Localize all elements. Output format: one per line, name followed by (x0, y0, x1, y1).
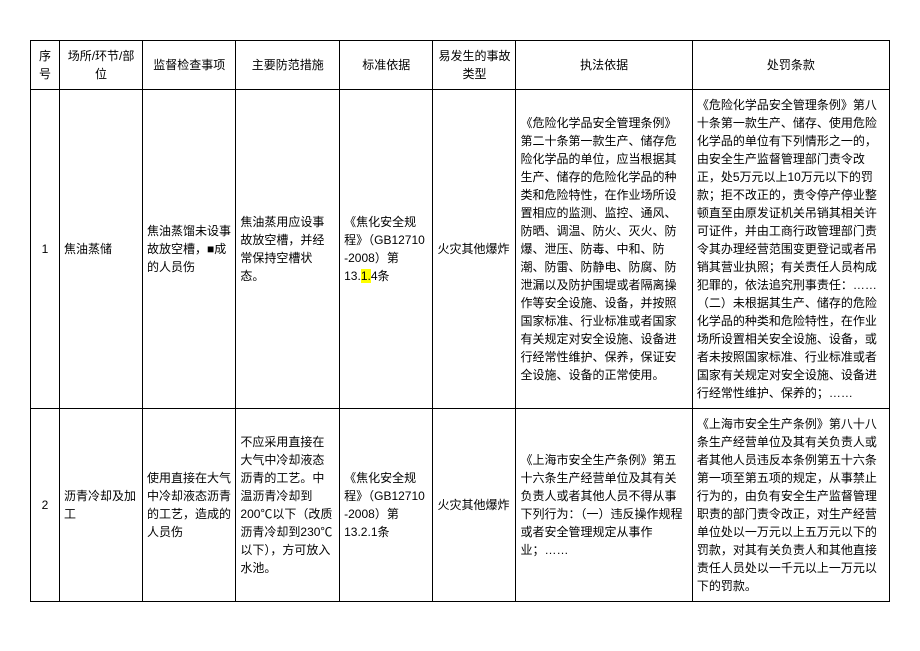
cell-penalty: 《危险化学品安全管理条例》第八十条第一款生产、储存、使用危险化学品的单位有下列情… (692, 90, 889, 409)
cell-standard: 《焦化安全规程》（GB12710 -2008）第13.1.4条 (340, 90, 433, 409)
header-check: 监督检查事项 (143, 41, 236, 90)
cell-place: 焦油蒸储 (60, 90, 143, 409)
table-row: 1 焦油蒸储 焦油蒸馏未设事故放空槽，■成的人员伤 焦油蒸用应设事故放空槽，并经… (31, 90, 890, 409)
cell-check: 使用直接在大气中冷却液态沥青的工艺，造成的人员伤 (143, 409, 236, 602)
standard-prefix: 《焦化安全规程》（GB12710 -2008）第13.2.1条 (344, 471, 425, 539)
cell-seq: 1 (31, 90, 60, 409)
cell-law: 《危险化学品安全管理条例》第二十条第一款生产、储存危险化学品的单位，应当根据其生… (516, 90, 692, 409)
cell-measure: 不应采用直接在大气中冷却液态沥青的工艺。中温沥青冷却到200℃以下（改质沥青冷却… (236, 409, 340, 602)
cell-accident: 火灾其他爆炸 (433, 409, 516, 602)
standard-highlight: 1. (361, 269, 371, 283)
header-seq: 序号 (31, 41, 60, 90)
header-place: 场所/环节/部位 (60, 41, 143, 90)
regulation-table: 序号 场所/环节/部位 监督检查事项 主要防范措施 标准依据 易发生的事故类型 … (30, 40, 890, 602)
header-accident: 易发生的事故类型 (433, 41, 516, 90)
header-standard: 标准依据 (340, 41, 433, 90)
cell-standard: 《焦化安全规程》（GB12710 -2008）第13.2.1条 (340, 409, 433, 602)
cell-check: 焦油蒸馏未设事故放空槽，■成的人员伤 (143, 90, 236, 409)
header-law: 执法依据 (516, 41, 692, 90)
standard-suffix: 4条 (371, 269, 390, 283)
cell-place: 沥青冷却及加工 (60, 409, 143, 602)
cell-accident: 火灾其他爆炸 (433, 90, 516, 409)
cell-law: 《上海市安全生产条例》第五十六条生产经营单位及其有关负责人或者其他人员不得从事下… (516, 409, 692, 602)
cell-measure: 焦油蒸用应设事故放空槽，并经常保持空槽状态。 (236, 90, 340, 409)
cell-penalty: 《上海市安全生产条例》第八十八条生产经营单位及其有关负责人或者其他人员违反本条例… (692, 409, 889, 602)
table-header-row: 序号 场所/环节/部位 监督检查事项 主要防范措施 标准依据 易发生的事故类型 … (31, 41, 890, 90)
header-penalty: 处罚条款 (692, 41, 889, 90)
table-row: 2 沥青冷却及加工 使用直接在大气中冷却液态沥青的工艺，造成的人员伤 不应采用直… (31, 409, 890, 602)
header-measure: 主要防范措施 (236, 41, 340, 90)
cell-seq: 2 (31, 409, 60, 602)
